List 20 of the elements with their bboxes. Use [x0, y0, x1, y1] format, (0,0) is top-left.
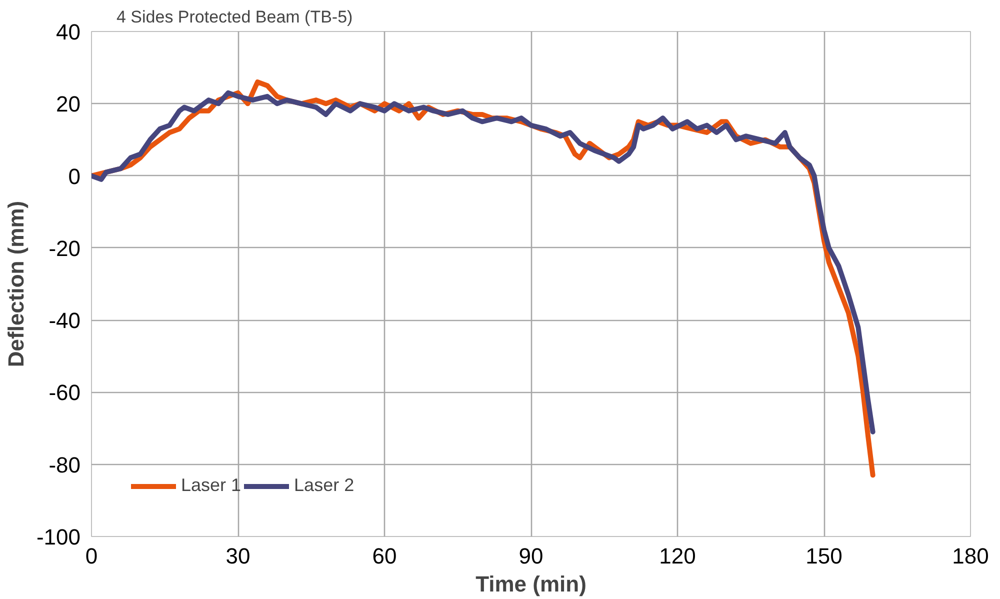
y-tick-label: 40 [56, 20, 81, 44]
x-tick-label: 150 [806, 544, 842, 568]
legend-label: Laser 1 [181, 475, 242, 496]
y-tick-label: -100 [36, 524, 81, 550]
x-tick-label: 60 [372, 544, 397, 568]
x-tick-label: 0 [85, 544, 98, 568]
x-tick-label: 180 [952, 544, 989, 568]
y-tick-label: 20 [56, 92, 81, 117]
y-tick-label: -20 [48, 236, 80, 261]
x-tick-label: 120 [659, 544, 696, 568]
chart-title: 4 Sides Protected Beam (TB-5) [116, 8, 353, 26]
legend-label: Laser 2 [294, 475, 354, 496]
y-tick-label: -40 [48, 308, 80, 334]
y-tick-label: -80 [48, 452, 80, 478]
x-tick-label: 90 [518, 544, 544, 568]
y-tick-label: -60 [48, 380, 80, 406]
x-axis-title: Time (min) [476, 572, 586, 596]
x-tick-label: 30 [226, 544, 250, 568]
y-tick-label: 0 [68, 164, 81, 189]
y-axis-title: Deflection (mm) [3, 200, 28, 368]
